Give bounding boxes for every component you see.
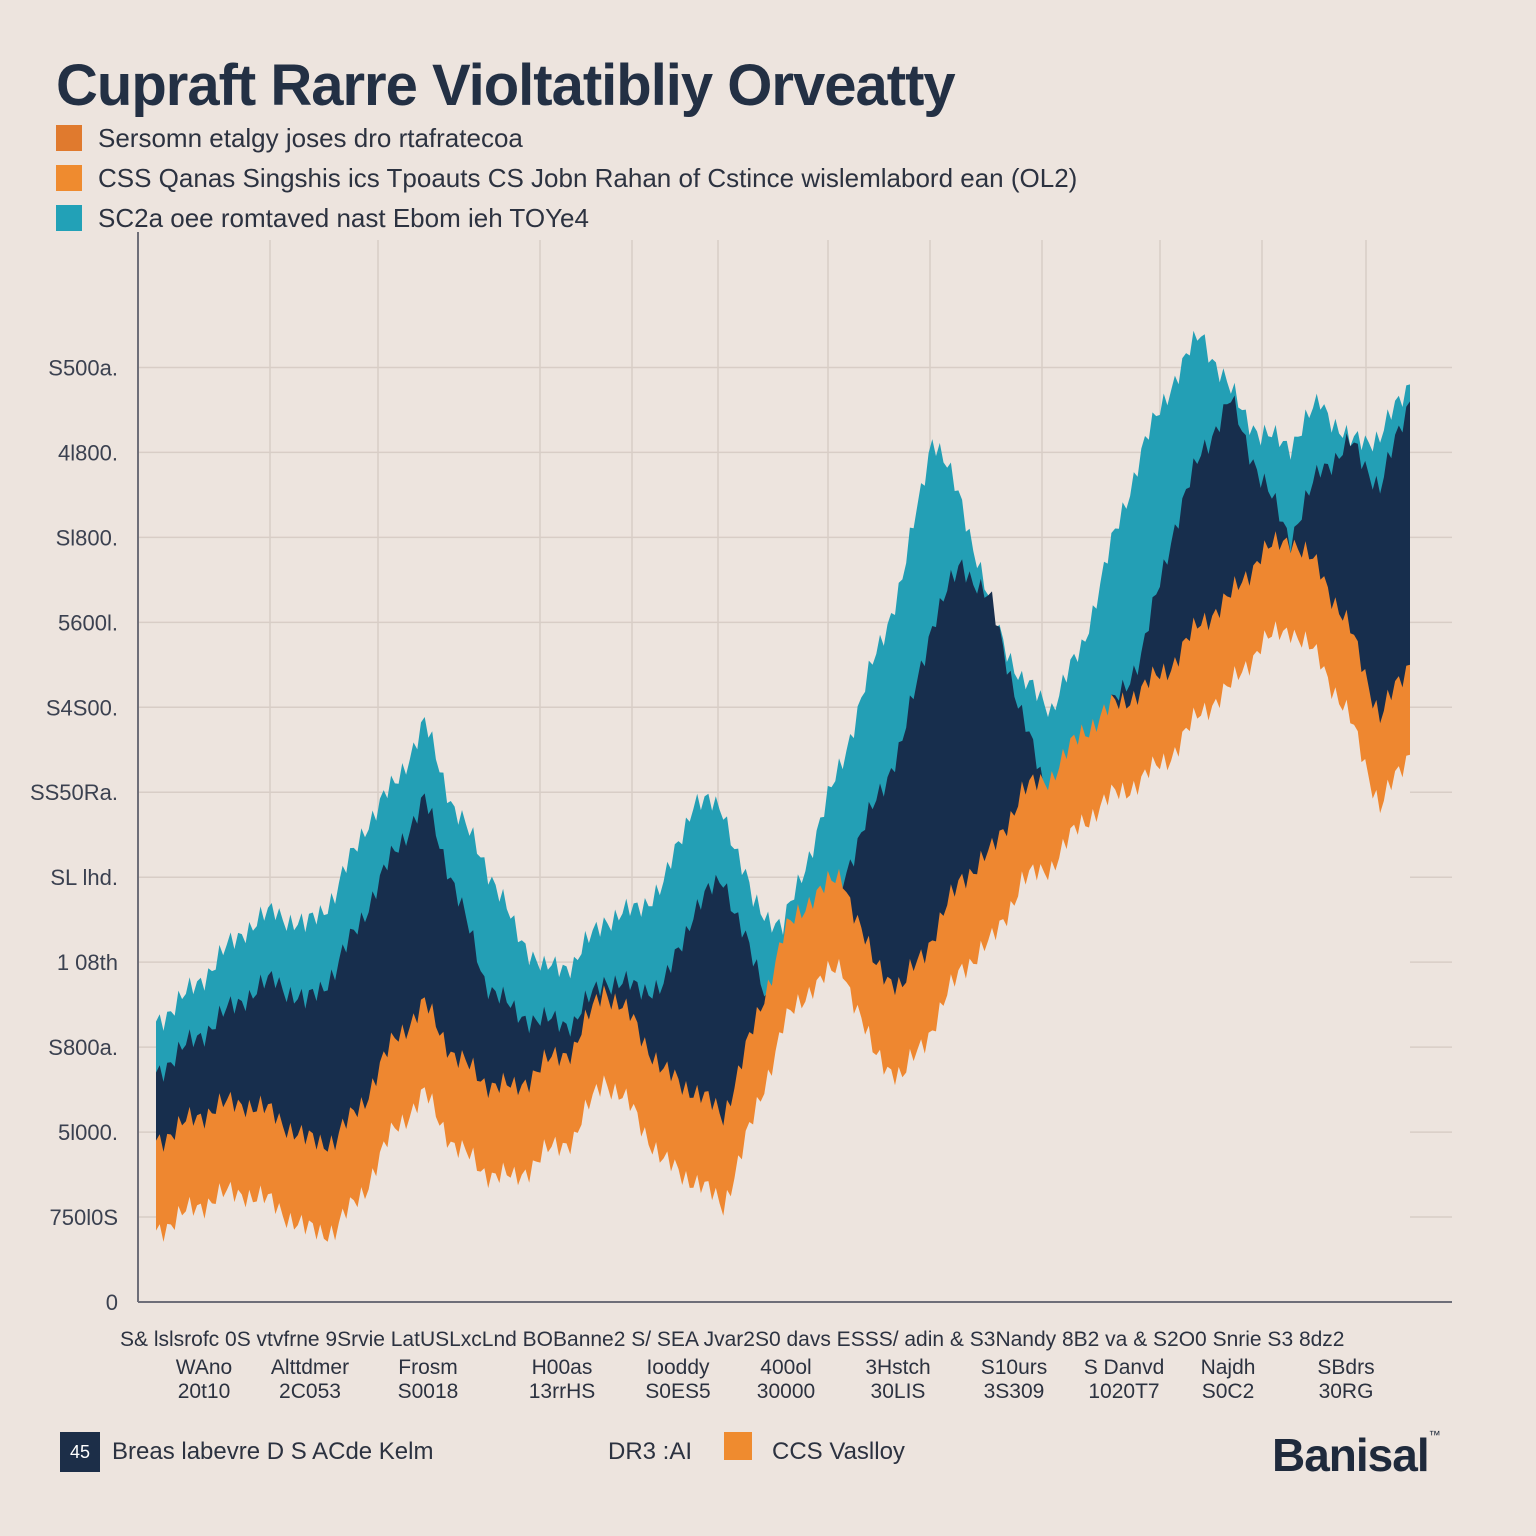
x-tick-label: 30000 xyxy=(757,1380,815,1403)
x-tick-label: 20t10 xyxy=(178,1380,231,1403)
footer-left-text: Breas labevre D S ACde Kelm xyxy=(112,1438,434,1465)
x-tick-label: Alttdmer xyxy=(271,1356,349,1379)
x-tick-label: 3S309 xyxy=(984,1380,1045,1403)
y-tick-label: S4S00. xyxy=(46,695,118,720)
y-tick-label: S800a. xyxy=(48,1035,118,1060)
x-tick-label: 30LIS xyxy=(871,1380,926,1403)
y-tick-label: 4l800. xyxy=(58,440,118,465)
legend: Sersomn etalgy joses dro rtafratecoa CSS… xyxy=(56,118,1077,238)
y-tick-label: 750l0S xyxy=(49,1205,118,1230)
y-tick-label: S500a. xyxy=(48,355,118,380)
brand-name: Banisal xyxy=(1272,1429,1430,1481)
legend-item: Sersomn etalgy joses dro rtafratecoa xyxy=(56,118,1077,158)
legend-item: SC2a oee romtaved nast Ebom ieh TOYe4 xyxy=(56,198,1077,238)
footer-badge: 45 xyxy=(60,1432,100,1472)
x-tick-label: 13rrHS xyxy=(529,1380,596,1403)
x-tick-label: Iooddy xyxy=(646,1356,710,1379)
y-tick-label: 1 08th xyxy=(57,950,118,975)
x-tick-label: 30RG xyxy=(1319,1380,1374,1403)
y-tick-label: 5l000. xyxy=(58,1120,118,1145)
y-tick-label: SS50Ra. xyxy=(30,780,118,805)
x-tick-label: 1020T7 xyxy=(1088,1380,1159,1403)
x-tick-label: S0018 xyxy=(398,1380,459,1403)
y-tick-label: 5600l. xyxy=(58,610,118,635)
x-tick-label: S0ES5 xyxy=(645,1380,710,1403)
footer-right-text: CCS Vaslloy xyxy=(772,1438,905,1465)
brand-logo: Banisal™ xyxy=(1272,1428,1441,1482)
legend-swatch-teal xyxy=(56,205,82,231)
x-tick-label: SBdrs xyxy=(1317,1356,1374,1379)
legend-item: CSS Qanas Singshis ics Tpoauts CS Jobn R… xyxy=(56,158,1077,198)
x-tick-label: 2C053 xyxy=(279,1380,341,1403)
chart-title: Cupraft Rarre Violtatibliy Orveatty xyxy=(56,53,956,118)
x-tick-label: Najdh xyxy=(1201,1356,1256,1379)
legend-swatch-orange-2 xyxy=(56,165,82,191)
legend-swatch-orange xyxy=(56,125,82,151)
x-tick-label: S0C2 xyxy=(1202,1380,1255,1403)
footer-mid-text: DR3 :AI xyxy=(608,1438,693,1465)
x-tick-label: S10urs xyxy=(981,1356,1048,1379)
y-tick-label: 0 xyxy=(106,1290,118,1315)
y-tick-label: SL lhd. xyxy=(50,865,118,890)
area-baseline-mask xyxy=(156,621,1410,1302)
footer-swatch xyxy=(724,1432,752,1460)
x-tick-label: Frosm xyxy=(398,1356,458,1379)
trademark-mark: ™ xyxy=(1428,1428,1441,1442)
x-tick-label: WAno xyxy=(176,1356,232,1379)
x-axis-header: S& lslsrofc 0S vtvfrne 9Srvie LatUSLxcLn… xyxy=(120,1328,1345,1351)
legend-label: CSS Qanas Singshis ics Tpoauts CS Jobn R… xyxy=(98,162,1078,193)
x-tick-label: 400ol xyxy=(760,1356,811,1379)
legend-label: SC2a oee romtaved nast Ebom ieh TOYe4 xyxy=(98,202,589,233)
x-tick-label: H00as xyxy=(532,1356,593,1379)
x-tick-label: S Danvd xyxy=(1084,1356,1165,1379)
x-tick-label: 3Hstch xyxy=(865,1356,930,1379)
y-tick-label: Sl800. xyxy=(56,525,118,550)
legend-label: Sersomn etalgy joses dro rtafratecoa xyxy=(98,122,523,153)
